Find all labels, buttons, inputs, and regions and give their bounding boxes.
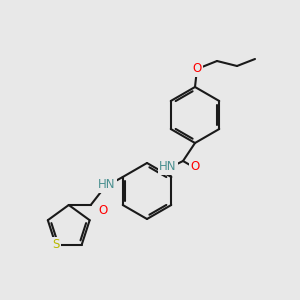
Text: HN: HN (159, 160, 177, 173)
Text: O: O (98, 205, 107, 218)
Text: O: O (192, 62, 202, 76)
Text: HN: HN (98, 178, 116, 191)
Text: O: O (190, 160, 200, 173)
Text: S: S (52, 238, 59, 251)
